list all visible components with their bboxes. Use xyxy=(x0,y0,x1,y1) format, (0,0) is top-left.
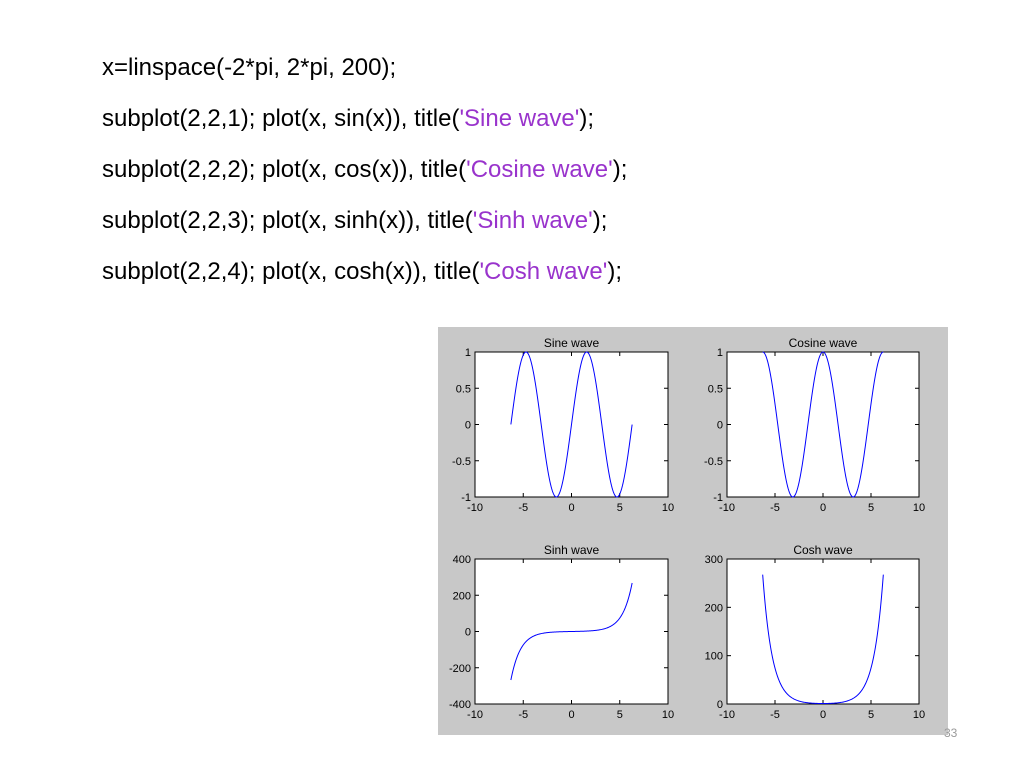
x-tick-label: -10 xyxy=(719,502,735,514)
code-line: subplot(2,2,3); plot(x, sinh(x)), title(… xyxy=(102,199,627,250)
y-tick-label: 1 xyxy=(717,347,723,359)
y-tick-label: 0 xyxy=(465,627,471,639)
string-literal: 'Cosh wave' xyxy=(479,258,608,285)
x-tick-label: 5 xyxy=(868,502,874,514)
axes-box xyxy=(726,351,920,498)
x-tick-label: -10 xyxy=(467,502,483,514)
subplot-2: Cosine wave -10 -5 0 5 10 -1 -0.5 0 0.5 1 xyxy=(704,336,925,514)
x-tick-label: 5 xyxy=(617,709,623,721)
axes-box xyxy=(726,558,920,705)
code-text: subplot(2,2,3); plot(x, sinh(x)), title( xyxy=(102,207,473,234)
code-block: x=linspace(-2*pi, 2*pi, 200); subplot(2,2… xyxy=(102,46,627,301)
code-line: subplot(2,2,1); plot(x, sin(x)), title('… xyxy=(102,97,627,148)
string-literal: 'Cosine wave' xyxy=(466,156,613,183)
subplot-title: Cosine wave xyxy=(789,336,858,350)
x-tick-label: 10 xyxy=(662,709,674,721)
page-number: 33 xyxy=(944,726,958,740)
x-tick-label: -5 xyxy=(518,502,528,514)
x-tick-label: 10 xyxy=(662,502,674,514)
y-tick-label: 0 xyxy=(465,420,471,432)
series-line xyxy=(510,582,633,681)
subplot-title: Sinh wave xyxy=(544,543,600,557)
series-line xyxy=(762,351,884,498)
x-tick-label: -5 xyxy=(770,502,780,514)
x-tick-label: -5 xyxy=(770,709,780,721)
y-tick-label: 1 xyxy=(465,347,471,359)
y-tick-label: 300 xyxy=(705,554,723,566)
code-text: subplot(2,2,4); plot(x, cosh(x)), title( xyxy=(102,258,480,285)
y-tick-label: 0 xyxy=(717,699,723,711)
x-tick-label: 0 xyxy=(820,709,826,721)
string-literal: 'Sinh wave' xyxy=(472,207,593,234)
y-tick-label: -400 xyxy=(449,699,471,711)
y-tick-label: 100 xyxy=(705,651,723,663)
x-tick-label: 10 xyxy=(913,502,925,514)
x-tick-label: 0 xyxy=(568,709,574,721)
x-tick-label: -10 xyxy=(719,709,735,721)
x-tick-label: 0 xyxy=(820,502,826,514)
y-tick-label: 200 xyxy=(453,590,471,602)
code-text: ); xyxy=(607,258,623,285)
series-line xyxy=(510,351,633,498)
y-tick-label: -0.5 xyxy=(452,456,471,468)
code-text: subplot(2,2,2); plot(x, cos(x)), title( xyxy=(102,156,467,183)
code-line: subplot(2,2,4); plot(x, cosh(x)), title(… xyxy=(102,250,627,301)
y-tick-label: 0 xyxy=(717,420,723,432)
x-tick-label: 5 xyxy=(617,502,623,514)
code-text: ); xyxy=(579,105,595,132)
y-tick-label: 400 xyxy=(453,554,471,566)
x-tick-label: -5 xyxy=(518,709,528,721)
y-tick-label: -200 xyxy=(449,663,471,675)
y-tick-label: 0.5 xyxy=(708,383,723,395)
series-line xyxy=(762,574,884,705)
code-text: ); xyxy=(612,156,628,183)
y-tick-label: 0.5 xyxy=(456,383,471,395)
x-tick-label: 5 xyxy=(868,709,874,721)
subplot-title: Sine wave xyxy=(544,336,600,350)
subplot-title: Cosh wave xyxy=(793,543,853,557)
x-tick-label: 0 xyxy=(568,502,574,514)
y-tick-label: -0.5 xyxy=(704,456,723,468)
subplot-1: Sine wave -10 -5 0 5 10 -1 -0.5 0 0.5 1 xyxy=(452,336,674,514)
code-text: x=linspace(-2*pi, 2*pi, 200); xyxy=(102,54,397,81)
y-tick-label: 200 xyxy=(705,602,723,614)
x-tick-label: 10 xyxy=(913,709,925,721)
x-tick-label: -10 xyxy=(467,709,483,721)
string-literal: 'Sine wave' xyxy=(459,105,580,132)
y-tick-label: -1 xyxy=(461,492,471,504)
code-line: subplot(2,2,2); plot(x, cos(x)), title('… xyxy=(102,148,627,199)
figure-window: Sine wave -10 -5 0 5 10 -1 -0.5 0 0.5 1 Cosine wave… xyxy=(438,327,948,735)
subplot-3: Sinh wave -10 -5 0 5 10 -400 -200 0 200 400 xyxy=(449,543,674,721)
y-tick-label: -1 xyxy=(713,492,723,504)
code-text: ); xyxy=(592,207,608,234)
code-line: x=linspace(-2*pi, 2*pi, 200); xyxy=(102,46,627,97)
code-text: subplot(2,2,1); plot(x, sin(x)), title( xyxy=(102,105,460,132)
